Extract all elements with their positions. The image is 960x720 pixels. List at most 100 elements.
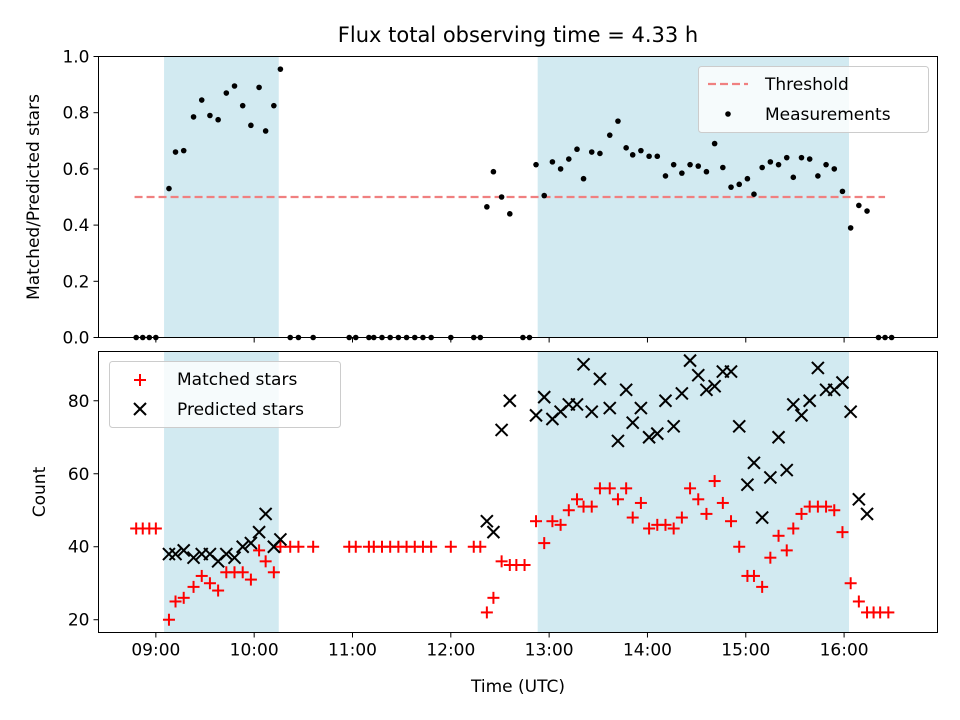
measurement-point xyxy=(823,161,829,168)
y-tick-label: 20 xyxy=(68,611,90,631)
predicted-star-point xyxy=(786,397,801,412)
predicted-star-point xyxy=(503,394,517,408)
matched-star-point xyxy=(708,475,721,488)
measurement-point xyxy=(223,90,230,96)
legend-threshold-label: Threshold xyxy=(764,75,849,95)
y-tick-label: 0.4 xyxy=(62,216,89,236)
measurement-point xyxy=(767,159,774,165)
measurement-point xyxy=(783,154,790,161)
matched-star-point xyxy=(487,591,500,604)
measurement-point xyxy=(670,161,677,168)
measurement-point xyxy=(744,175,751,182)
predicted-star-point xyxy=(794,408,809,423)
legend-measurement-label: Measurements xyxy=(765,105,891,125)
matched-star-point xyxy=(836,526,849,539)
measurement-point xyxy=(662,173,669,179)
predicted-star-point xyxy=(244,536,258,550)
predicted-star-point xyxy=(486,525,501,539)
measurement-point xyxy=(654,153,661,160)
predicted-star-point xyxy=(650,426,664,441)
matched-star-point xyxy=(725,515,738,528)
bottom-points xyxy=(130,353,895,626)
matched-star-point xyxy=(603,482,616,495)
predicted-star-point xyxy=(811,361,825,375)
predicted-star-point xyxy=(843,405,858,419)
measurement-point xyxy=(615,118,621,124)
x-tick-label: 15:00 xyxy=(721,641,770,661)
predicted-star-point xyxy=(168,547,183,561)
predicted-star-point xyxy=(732,419,746,434)
matched-star-point xyxy=(195,569,208,582)
matched-star-point xyxy=(169,595,182,608)
matched-star-point xyxy=(764,551,777,564)
predicted-star-point xyxy=(763,470,778,485)
predicted-star-point xyxy=(252,525,266,539)
measurement-point xyxy=(574,146,580,153)
predicted-star-point xyxy=(852,492,866,507)
matched-star-point xyxy=(570,493,583,506)
measurement-point xyxy=(507,211,513,217)
measurement-point xyxy=(798,154,805,161)
predicted-star-point xyxy=(619,383,633,397)
matched-star-point xyxy=(480,606,493,619)
matched-star-point xyxy=(495,555,508,568)
measurement-point xyxy=(646,153,652,160)
matched-star-point xyxy=(292,540,305,553)
measurement-point xyxy=(703,168,710,175)
measurement-point xyxy=(248,122,254,129)
measurement-point xyxy=(864,208,870,214)
top-y-axis-label: Matched/Predicted stars xyxy=(24,94,44,300)
top-measurement-points xyxy=(133,66,895,341)
predicted-star-point xyxy=(740,477,755,492)
matched-star-point xyxy=(307,540,320,553)
measurement-point xyxy=(806,156,813,162)
y-tick-label: 0.0 xyxy=(62,329,89,349)
predicted-star-point xyxy=(480,514,494,528)
measurement-point xyxy=(498,194,505,200)
matched-star-point xyxy=(212,584,225,597)
x-tick-label: 12:00 xyxy=(426,641,475,661)
predicted-star-point xyxy=(634,401,648,415)
measurement-point xyxy=(256,84,262,91)
predicted-star-point xyxy=(747,456,761,470)
y-tick-label: 80 xyxy=(68,392,90,412)
measurement-point xyxy=(190,114,197,120)
matched-star-point xyxy=(253,544,266,557)
matched-star-point xyxy=(425,540,438,553)
measurement-point xyxy=(580,175,587,182)
x-tick-label: 09:00 xyxy=(131,641,180,661)
matched-star-point xyxy=(444,540,457,553)
predicted-star-point xyxy=(802,394,817,408)
predicted-star-point xyxy=(585,405,599,419)
y-tick-label: 0.2 xyxy=(62,272,89,292)
measurement-point xyxy=(695,163,702,169)
x-tick-label: 14:00 xyxy=(623,641,672,661)
measurement-point xyxy=(720,164,726,171)
measurement-point xyxy=(856,202,862,209)
measurement-point xyxy=(751,191,757,197)
predicted-star-point xyxy=(258,507,273,521)
predicted-star-point xyxy=(593,372,607,386)
measurement-point xyxy=(271,102,277,109)
matched-star-point xyxy=(530,515,543,528)
predicted-star-point xyxy=(683,353,697,368)
matched-star-point xyxy=(538,537,551,550)
predicted-star-point xyxy=(227,550,242,565)
predicted-star-point xyxy=(642,430,656,444)
matched-star-point xyxy=(882,606,895,619)
matched-star-point xyxy=(259,555,272,568)
matched-star-point xyxy=(780,544,793,557)
matched-star-point xyxy=(733,540,746,553)
measurement-point xyxy=(711,140,718,147)
matched-star-point xyxy=(675,511,688,524)
matched-star-point xyxy=(795,507,808,520)
measurement-point xyxy=(557,166,564,172)
predicted-star-point xyxy=(860,507,874,521)
predicted-star-point xyxy=(771,430,786,444)
matched-star-point xyxy=(203,577,216,590)
measurement-point xyxy=(215,116,221,123)
predicted-star-point xyxy=(699,383,714,397)
measurement-point xyxy=(679,170,685,176)
matched-star-point xyxy=(692,493,705,506)
matched-star-point xyxy=(562,504,575,517)
